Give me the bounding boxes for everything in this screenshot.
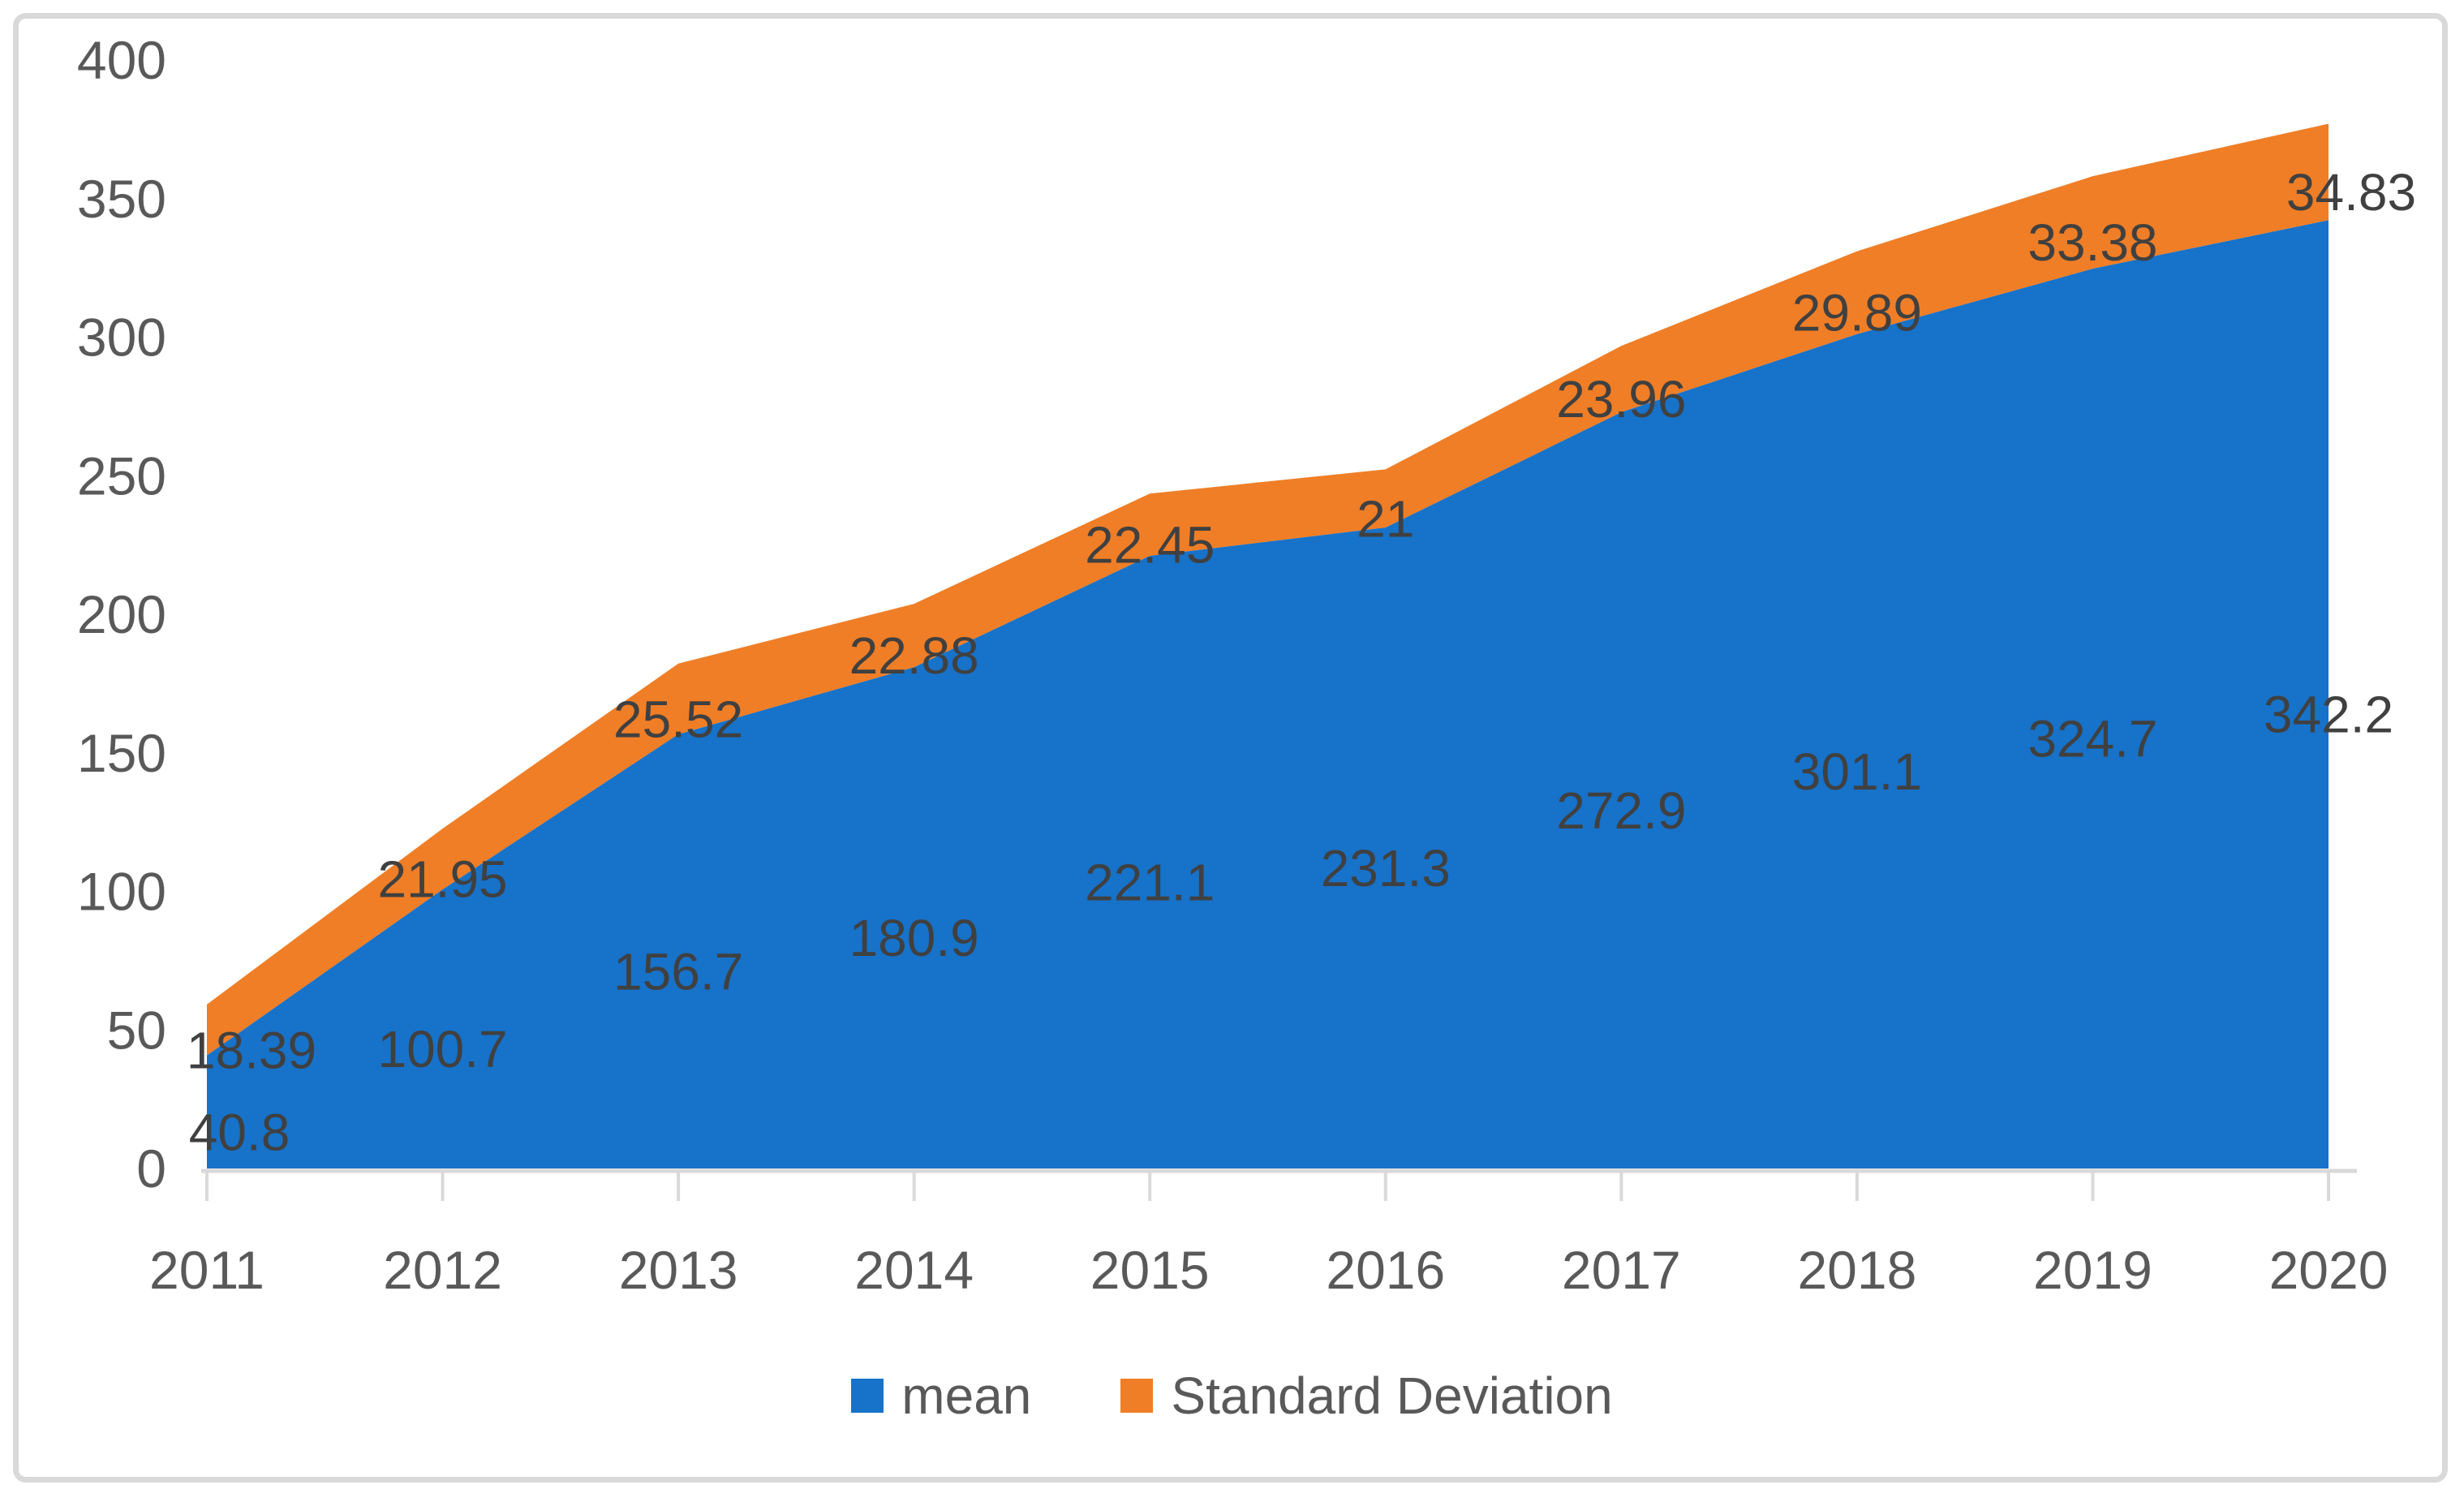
x-axis-label: 2013 bbox=[619, 1240, 738, 1300]
legend: mean Standard Deviation bbox=[0, 1370, 2464, 1422]
mean-legend-swatch bbox=[851, 1379, 884, 1413]
y-axis-label: 0 bbox=[136, 1138, 166, 1199]
stddev-data-label: 18.39 bbox=[187, 1021, 316, 1079]
x-axis-label: 2018 bbox=[1797, 1240, 1916, 1300]
stddev-data-label: 22.45 bbox=[1085, 516, 1215, 575]
mean-area bbox=[207, 220, 2329, 1169]
y-axis-label: 350 bbox=[77, 169, 166, 229]
x-axis-label: 2017 bbox=[1562, 1240, 1681, 1300]
y-axis-label: 200 bbox=[77, 584, 166, 644]
legend-item-mean: mean bbox=[851, 1370, 1031, 1422]
mean-data-label: 272.9 bbox=[1556, 781, 1686, 840]
x-axis-label: 2015 bbox=[1090, 1240, 1210, 1300]
stddev-data-label: 23.96 bbox=[1556, 370, 1686, 428]
stddev-data-label: 22.88 bbox=[849, 626, 979, 685]
x-axis-label: 2011 bbox=[149, 1240, 264, 1300]
x-axis-label: 2019 bbox=[2033, 1240, 2152, 1300]
stddev-legend-swatch bbox=[1120, 1379, 1154, 1413]
mean-data-label: 156.7 bbox=[613, 942, 743, 1001]
x-axis-label: 2014 bbox=[854, 1240, 974, 1300]
mean-data-label: 324.7 bbox=[2028, 710, 2157, 768]
legend-item-stddev: Standard Deviation bbox=[1120, 1366, 1613, 1425]
y-axis-label: 300 bbox=[77, 308, 166, 368]
y-axis-label: 150 bbox=[77, 723, 166, 783]
x-axis-label: 2012 bbox=[383, 1240, 502, 1300]
stddev-legend-label: Standard Deviation bbox=[1171, 1366, 1613, 1425]
stddev-area bbox=[207, 123, 2329, 1056]
stddev-data-label: 33.38 bbox=[2028, 213, 2157, 272]
y-axis-label: 50 bbox=[107, 1000, 166, 1060]
x-axis-label: 2020 bbox=[2269, 1240, 2389, 1300]
mean-data-label: 40.8 bbox=[189, 1103, 290, 1161]
stddev-data-label: 21.95 bbox=[377, 850, 507, 909]
stddev-data-label: 29.89 bbox=[1792, 284, 1922, 342]
y-axis-label: 100 bbox=[77, 862, 166, 922]
y-axis-label: 400 bbox=[77, 30, 166, 90]
mean-legend-label: mean bbox=[901, 1366, 1032, 1425]
x-axis-label: 2016 bbox=[1326, 1240, 1445, 1300]
stddev-data-label: 25.52 bbox=[613, 690, 743, 748]
mean-data-label: 180.9 bbox=[849, 909, 979, 967]
stddev-data-label: 34.83 bbox=[2286, 163, 2416, 222]
mean-data-label: 221.1 bbox=[1085, 853, 1215, 911]
y-axis-label: 250 bbox=[77, 445, 166, 506]
stddev-data-label: 21 bbox=[1357, 489, 1414, 548]
mean-data-label: 231.3 bbox=[1321, 839, 1451, 897]
mean-data-label: 301.1 bbox=[1792, 742, 1922, 801]
mean-data-label: 342.2 bbox=[2264, 686, 2393, 744]
mean-data-label: 100.7 bbox=[377, 1020, 507, 1078]
